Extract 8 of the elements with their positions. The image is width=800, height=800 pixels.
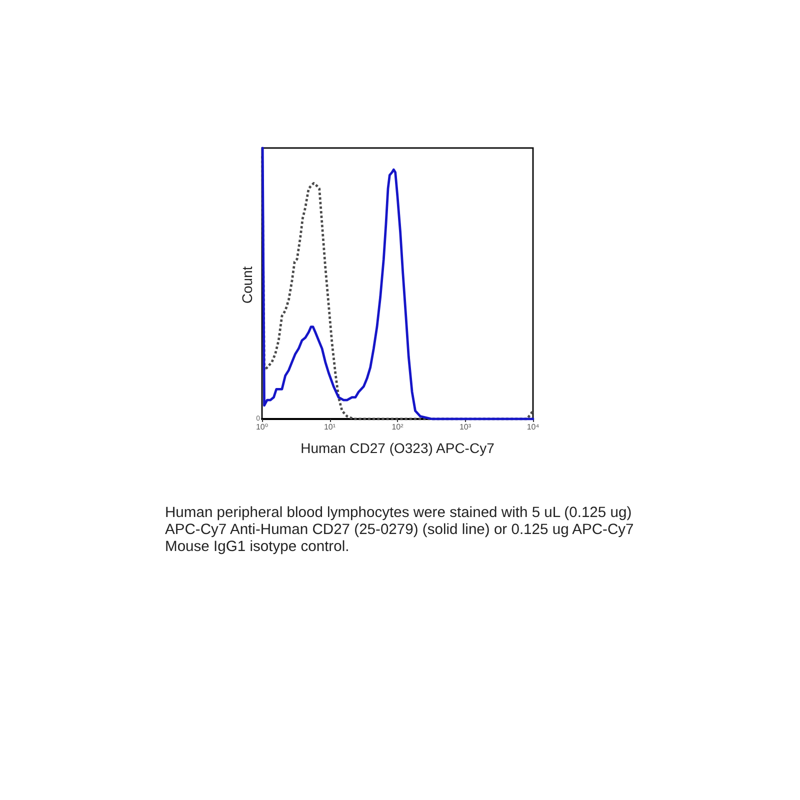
x-tick-label: 10⁴ (526, 422, 540, 432)
x-tick-label: 10¹ (324, 422, 336, 432)
y-axis-title: Count (239, 266, 255, 304)
x-axis-title: Human CD27 (O323) APC-Cy7 (300, 440, 495, 456)
x-tick-label: 10⁰ (256, 422, 268, 432)
x-tick-label: 10³ (459, 422, 472, 432)
text: Human peripheral blood lymphocytes were stained with 5 uL (0.125 ug) APC-Cy7 Anti-Human CD27 (25-0279) (solid line) or 0.125 ug APC-Cy7 Mouse IgG1 isotype control. (165, 505, 635, 556)
x-tick-label: 10² (392, 422, 404, 432)
